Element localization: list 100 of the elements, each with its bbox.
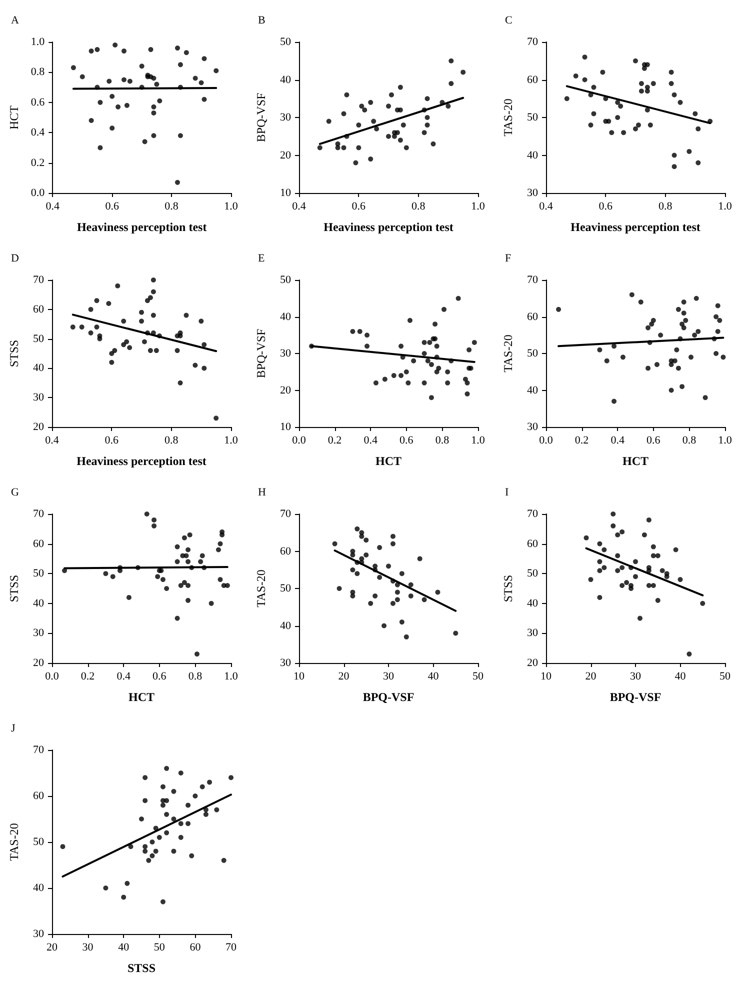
x-tick-label: 0.8	[164, 434, 179, 446]
x-tick-label: 0.4	[116, 670, 131, 682]
x-axis-title: Heaviness perception test	[76, 454, 206, 468]
y-tick-label: 40	[33, 362, 44, 374]
y-axis-title: BPQ-VSF	[254, 328, 268, 378]
y-tick-label: 50	[280, 36, 292, 48]
y-tick-label: 30	[33, 392, 44, 404]
y-tick-label: 40	[527, 149, 538, 162]
x-tick-label: 0.2	[80, 670, 95, 682]
chart-title: C	[505, 14, 512, 26]
y-tick-label: 30	[33, 928, 44, 940]
x-tick-label: 50	[720, 670, 731, 682]
x-tick-label: 0.4	[46, 200, 60, 212]
y-tick-label: 30	[527, 421, 538, 433]
y-tick-label: 50	[280, 582, 292, 594]
x-tick-label: 1.0	[224, 200, 238, 212]
x-tick-label: 0.4	[364, 434, 378, 446]
y-tick-label: 40	[280, 620, 292, 632]
x-tick-label: 1.0	[471, 434, 486, 446]
x-tick-label: 0.4	[610, 434, 625, 446]
x-tick-label: 40	[428, 670, 440, 682]
y-tick-label: 40	[33, 882, 44, 894]
y-tick-label: 50	[280, 274, 292, 286]
y-tick-label: 50	[527, 112, 538, 124]
chart-title: D	[11, 252, 19, 264]
x-tick-label: 20	[46, 942, 58, 954]
chart-title: E	[258, 252, 265, 264]
y-tick-label: 70	[527, 274, 538, 286]
y-tick-label: 40	[527, 597, 538, 610]
y-tick-label: 70	[527, 508, 538, 520]
y-tick-label: 70	[33, 508, 44, 520]
x-tick-label: 40	[118, 942, 130, 954]
x-axis-title: STSS	[127, 961, 156, 975]
chart-title: G	[11, 486, 19, 498]
x-tick-label: 0.6	[152, 670, 167, 682]
chart-title: I	[505, 486, 509, 498]
y-tick-label: 0.6	[30, 96, 46, 108]
y-tick-label: 0.0	[30, 187, 46, 199]
x-tick-label: 0.0	[539, 434, 554, 446]
y-tick-label: 70	[527, 36, 538, 48]
y-tick-label: 40	[33, 597, 44, 610]
x-tick-label: 50	[472, 670, 484, 682]
y-tick-label: 30	[280, 112, 292, 124]
x-tick-label: 1.0	[224, 670, 238, 682]
x-axis-title: HCT	[128, 690, 155, 704]
y-tick-label: 60	[33, 303, 44, 316]
x-tick-label: 0.4	[292, 200, 306, 212]
y-tick-label: 20	[33, 657, 44, 669]
x-tick-label: 20	[585, 670, 597, 682]
y-tick-label: 70	[33, 274, 44, 286]
x-tick-label: 1.0	[224, 434, 238, 446]
y-tick-label: 0.4	[30, 126, 46, 139]
chart-title: B	[258, 14, 266, 26]
x-axis-title: Heaviness perception test	[324, 220, 454, 234]
x-tick-label: 30	[82, 942, 94, 954]
y-tick-label: 30	[280, 348, 292, 360]
x-tick-label: 1.0	[718, 434, 732, 446]
x-tick-label: 0.2	[574, 434, 589, 446]
y-tick-label: 20	[33, 421, 44, 433]
x-tick-label: 0.4	[45, 434, 60, 446]
x-tick-label: 40	[674, 670, 686, 682]
x-tick-label: 0.8	[658, 200, 673, 212]
y-tick-label: 60	[527, 538, 538, 550]
x-axis-title: Heaviness perception test	[76, 220, 207, 234]
y-tick-label: 60	[33, 538, 44, 550]
x-tick-label: 0.4	[539, 200, 554, 212]
x-tick-label: 0.6	[646, 434, 661, 446]
y-axis-title: TAS-20	[501, 98, 515, 136]
chart-title: F	[505, 252, 512, 264]
y-tick-label: 40	[280, 310, 292, 323]
y-tick-label: 50	[527, 568, 538, 580]
x-tick-label: 0.6	[105, 200, 120, 212]
y-axis-title: BPQ-VSF	[254, 92, 268, 142]
x-tick-label: 30	[383, 670, 394, 682]
y-tick-label: 1.0	[30, 36, 46, 48]
y-tick-label: 50	[33, 836, 44, 848]
y-tick-label: 60	[527, 310, 538, 323]
y-tick-label: 40	[280, 74, 292, 86]
x-tick-label: 1.0	[718, 200, 732, 212]
y-tick-label: 70	[280, 508, 292, 520]
x-tick-label: 0.0	[292, 434, 306, 446]
x-tick-label: 0.6	[400, 434, 414, 446]
y-tick-label: 20	[280, 149, 292, 162]
x-tick-label: 0.8	[164, 200, 179, 212]
y-tick-label: 40	[527, 384, 538, 396]
y-axis-title: STSS	[501, 574, 515, 602]
y-axis-title: STSS	[7, 340, 21, 368]
y-tick-label: 20	[527, 657, 538, 669]
y-tick-label: 0.8	[30, 66, 46, 78]
y-axis-title: STSS	[7, 574, 21, 602]
chart-title: H	[258, 486, 266, 498]
y-axis-title: TAS-20	[501, 334, 515, 372]
y-tick-label: 50	[527, 348, 538, 360]
x-tick-label: 0.8	[435, 434, 450, 446]
chart-title: J	[11, 722, 16, 734]
y-tick-label: 30	[280, 657, 292, 669]
x-tick-label: 0.8	[682, 434, 697, 446]
y-tick-label: 70	[33, 744, 44, 756]
y-tick-label: 10	[280, 421, 292, 433]
x-tick-label: 0.0	[45, 670, 60, 682]
